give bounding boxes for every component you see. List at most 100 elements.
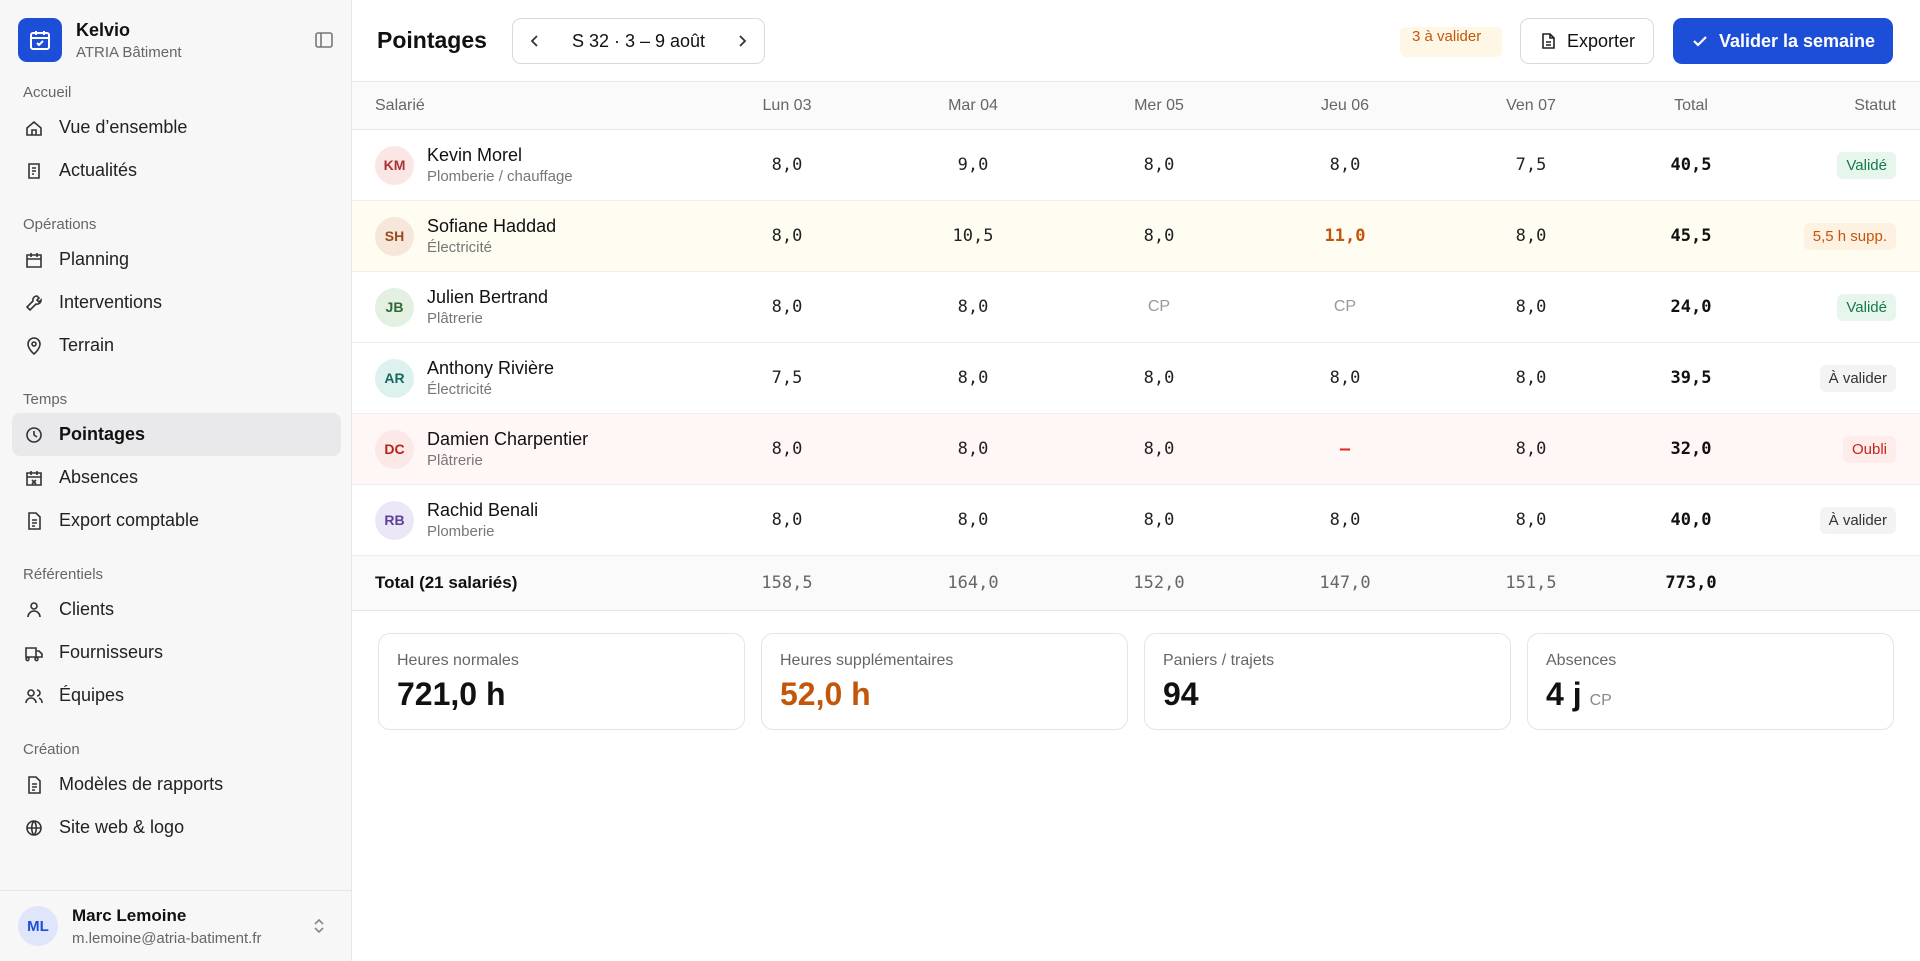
status-cell: À valider [1819,364,1896,392]
icon-path [27,601,41,617]
hours-cell: 8,0 [771,226,803,246]
nav-icon [27,336,41,355]
nav-item[interactable]: Pointages [12,413,341,456]
hours-cell: 8,0 [1143,510,1175,530]
nav-item[interactable]: Terrain [12,324,341,367]
file-icon [1542,33,1555,49]
user[interactable]: ML Marc Lemoine m.lemoine@atria-batiment.… [0,890,352,961]
hours-cell: 8,0 [1329,368,1361,388]
nav-item[interactable]: Export comptable [12,499,341,542]
total-cell: 40,0 [1670,510,1712,530]
nav-label: Planning [59,249,130,269]
brand-name: Kelvio [76,19,131,40]
employee-info: Anthony Rivière Électricité [427,358,554,398]
table-row[interactable]: KM Kevin Morel Plomberie / chauffage 8,0 9,0… [352,130,1920,201]
nav-item[interactable]: Interventions [12,281,341,324]
validate-button[interactable]: Valider la semaine [1673,18,1893,64]
hours-cell: – [1339,439,1351,459]
card-value: 52,0 h [780,676,871,712]
employee-name: Kevin Morel [427,145,523,165]
card-label: Heures supplémentaires [780,652,954,669]
card-label: Absences [1546,652,1617,669]
table-row[interactable]: DC Damien Charpentier Plâtrerie 8,0 8,0 8,0 – 8… [352,414,1920,485]
nav-section: Création Modèles de rapports Site web & lo… [12,737,341,849]
column-header: Total [1674,96,1708,114]
nav-icon [28,511,41,530]
brand: Kelvio ATRIA Bâtiment [18,18,182,62]
hours-cell: 8,0 [1143,155,1175,175]
nav-item[interactable]: Fournisseurs [12,631,341,674]
week-label: S 32 · 3 – 9 août [571,30,706,51]
next-week[interactable] [734,33,750,49]
status-badge: Oubli [1842,435,1896,463]
employee-info: Damien Charpentier Plâtrerie [427,429,588,469]
hours-cell: 8,0 [1515,368,1547,388]
export-button[interactable]: Exporter [1520,18,1654,64]
chevron [314,918,324,934]
nav-item[interactable]: Équipes [12,674,341,717]
total-hours: 152,0 [1133,573,1185,593]
nav-section: Référentiels Clients Fournisseurs Équipes [12,562,341,717]
nav-label: Export comptable [59,510,200,530]
nav-label: Site web & logo [59,817,185,837]
total-cell: 24,0 [1670,297,1712,317]
export-label: Exporter [1566,30,1636,51]
hours-cell: 8,0 [1329,155,1361,175]
avatar: DC [375,429,414,469]
employee: JB Julien Bertrand Plâtrerie [375,287,694,327]
hours-cell: 11,0 [1324,226,1366,246]
nav-item[interactable]: Clients [12,588,341,631]
main: Pointages S 32 · 3 – 9 août 3 à valider … [352,0,1920,961]
nav-icon [28,775,41,794]
employee-name: Rachid Benali [427,500,539,520]
table-row[interactable]: JB Julien Bertrand Plâtrerie 8,0 8,0 CP CP 8,0 2… [352,272,1920,343]
nav-item[interactable]: Planning [12,238,341,281]
user-email: m.lemoine@atria-batiment.fr [72,929,262,947]
user-name: Marc Lemoine [72,905,187,925]
icon-path [25,646,43,661]
prev-week[interactable] [527,33,543,49]
hours-cell: 8,0 [1515,439,1547,459]
table-header: Salarié Lun 03 Mar 04 Mer 05 Jeu 06 Ven 07 Tot… [352,82,1920,130]
nav-item[interactable]: Modèles de rapports [12,763,341,806]
hours-cell: 8,0 [771,439,803,459]
hours-cell: 8,0 [771,155,803,175]
section-title: Temps [23,391,68,408]
icon-path [25,294,42,311]
table-row[interactable]: RB Rachid Benali Plomberie 8,0 8,0 8,0 8,0 8,0 4… [352,485,1920,556]
collapse-button[interactable] [314,30,334,50]
hours-cell: 8,0 [1515,297,1547,317]
nav-item[interactable]: Site web & logo [12,806,341,849]
status-badge: À valider [1819,506,1896,534]
avatar: SH [375,216,414,256]
status-cell: Oubli [1842,435,1896,463]
table-row[interactable]: AR Anthony Rivière Électricité 7,5 8,0 8,0 8,0… [352,343,1920,414]
nav-label: Actualités [59,160,138,180]
summary-cards: Heures normales 721,0 h Heures supplémenta… [378,633,1894,730]
hours-cell: CP [1333,298,1357,315]
nav-item[interactable]: Vue d’ensemble [12,106,341,149]
total-cell: 39,5 [1670,368,1712,388]
status-cell: À valider [1819,506,1896,534]
nav-item[interactable]: Actualités [12,149,341,192]
nav-label: Interventions [59,292,163,312]
grand-total: 773,0 [1665,573,1717,593]
summary-card: Heures normales 721,0 h [378,633,745,730]
column-header: Mer 05 [1134,96,1184,114]
nav-label: Équipes [59,685,125,705]
nav-icon [25,688,43,703]
total-hours: 151,5 [1505,573,1557,593]
section-title: Opérations [23,216,97,233]
column-header: Salarié [375,96,425,114]
icon-path [26,120,42,136]
logo [18,18,62,62]
table-row[interactable]: SH Sofiane Haddad Électricité 8,0 10,5 8,0 11,… [352,201,1920,272]
employee-role: Plâtrerie [427,452,483,469]
hours-cell: 8,0 [771,297,803,317]
status-badge: Validé [1837,151,1896,179]
employee-role: Plomberie / chauffage [427,168,573,185]
nav-item[interactable]: Absences [12,456,341,499]
nav-label: Modèles de rapports [59,774,224,794]
nav-icon [26,470,42,486]
